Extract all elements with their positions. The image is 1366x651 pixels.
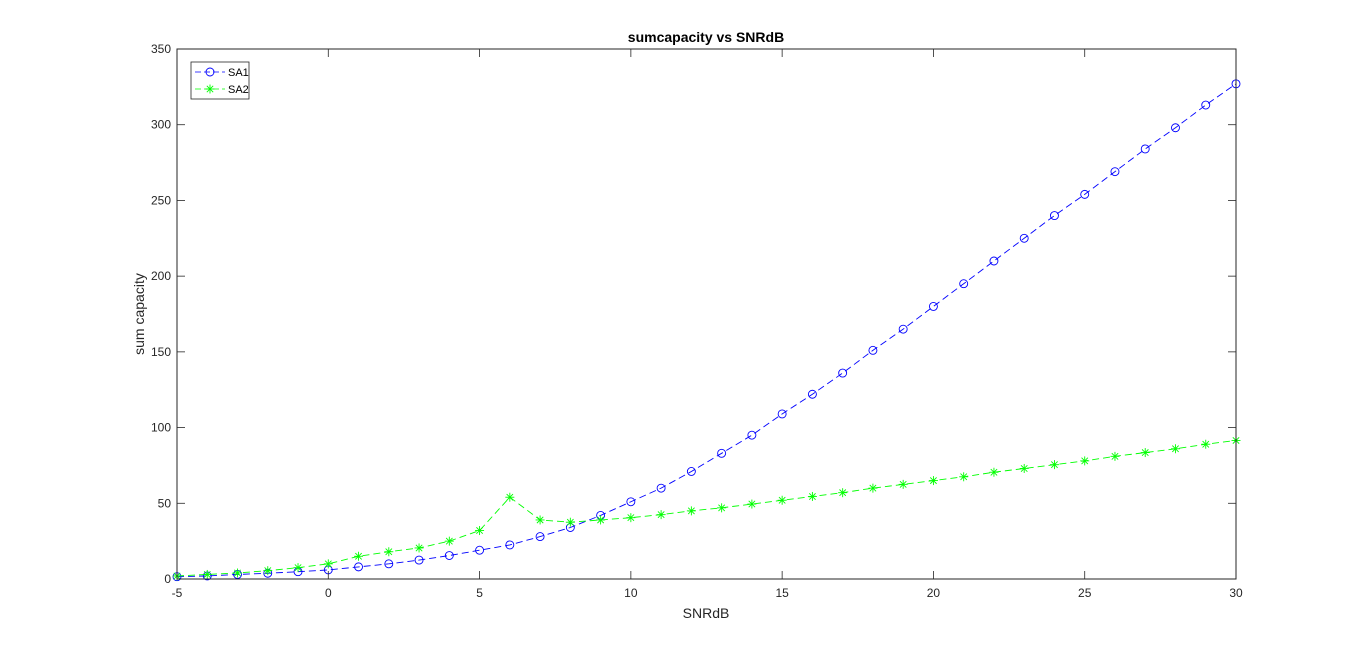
x-tick-label: -5: [172, 586, 183, 600]
series-sa1-point: [384, 559, 394, 569]
legend-sa2-marker: [205, 84, 215, 94]
axes-box: [176, 48, 1237, 580]
plot-area: [177, 49, 1236, 579]
x-tick-label: 20: [927, 586, 941, 600]
series-sa2-point: [263, 566, 273, 576]
series-sa1-point: [656, 483, 666, 493]
series-sa1-point: [898, 324, 908, 334]
series-sa2-point: [596, 515, 606, 525]
series-sa2-point: [626, 513, 636, 523]
series-sa2-point: [959, 472, 969, 482]
legend-sa1-marker: [205, 67, 215, 77]
series-sa2-point: [656, 510, 666, 520]
series-sa2-point: [686, 506, 696, 516]
series-sa2-point: [838, 488, 848, 498]
series-sa1-point: [1140, 144, 1150, 154]
x-tick-label: 25: [1078, 586, 1092, 600]
series-sa2-point: [898, 479, 908, 489]
series-sa1-point: [747, 430, 757, 440]
y-tick-label: 200: [151, 269, 171, 283]
series-sa2-point: [293, 563, 303, 573]
series-sa2-point: [807, 491, 817, 501]
series-sa2-point: [1049, 460, 1059, 470]
series-sa2-point: [323, 559, 333, 569]
series-sa1-point: [1171, 123, 1180, 133]
legend-sa2-label: SA2: [228, 84, 249, 96]
series-sa1-point: [989, 256, 999, 266]
legend: SA1 SA2: [190, 61, 250, 100]
series-sa1-point: [626, 497, 636, 507]
x-tick-label: 10: [624, 586, 638, 600]
series-sa1-point: [1080, 189, 1090, 199]
x-axis-label: SNRdB: [683, 605, 730, 621]
series-sa1-point: [717, 448, 727, 458]
y-tick-label: 300: [151, 118, 171, 132]
series-sa1-point: [777, 409, 787, 419]
y-tick-label: 0: [164, 572, 171, 586]
series-sa2-point: [414, 543, 424, 553]
series-sa1-point: [535, 532, 545, 542]
y-tick-label: 150: [151, 345, 171, 359]
series-sa1-point: [959, 279, 969, 289]
series-sa2-point: [717, 503, 727, 513]
series-sa1-point: [1050, 211, 1059, 221]
series-sa2-point: [1019, 463, 1029, 473]
series-sa1-point: [686, 467, 696, 476]
series-sa2-point: [1110, 451, 1120, 461]
series-sa1-point: [807, 389, 817, 399]
series-sa1-line: [176, 83, 1237, 578]
chart-title: sumcapacity vs SNRdB: [628, 29, 784, 45]
series-sa2-point: [1170, 444, 1180, 454]
series-sa2-point: [565, 517, 575, 527]
series-sa1-point: [928, 301, 938, 311]
series-sa2-point: [535, 515, 545, 525]
series-sa2-point: [444, 536, 454, 546]
y-tick-label: 350: [151, 42, 171, 56]
series-sa2-point: [475, 526, 485, 536]
series-sa1-point: [838, 368, 848, 378]
series-sa1-point: [444, 551, 454, 560]
x-tick-label: 30: [1229, 586, 1243, 600]
series-sa1-point: [868, 345, 878, 355]
series-sa2-point: [202, 569, 212, 579]
series-sa2-line: [176, 439, 1237, 577]
series-layer: [172, 79, 1241, 582]
y-tick-label: 250: [151, 193, 171, 207]
series-sa1-point: [414, 555, 424, 565]
series-sa1-point: [1019, 233, 1029, 243]
series-sa2-point: [777, 495, 787, 505]
series-sa2-point: [868, 483, 878, 493]
series-sa1-point: [1110, 167, 1120, 177]
y-tick-label: 50: [158, 496, 172, 510]
series-sa2-point: [1201, 439, 1211, 449]
legend-sa1-label: SA1: [228, 67, 249, 79]
series-sa1-point: [475, 545, 485, 555]
legend-sa2-asterisk: [205, 84, 215, 94]
series-sa2-point: [384, 547, 394, 557]
legend-box: [190, 61, 250, 100]
x-tick-label: 5: [476, 586, 483, 600]
series-sa1-point: [1201, 100, 1211, 110]
series-sa1-point: [505, 540, 515, 550]
series-sa2-point: [354, 551, 364, 561]
series-sa2-point: [989, 467, 999, 477]
x-tick-label: 15: [775, 586, 789, 600]
series-sa2: [172, 435, 1241, 581]
series-sa2-point: [928, 476, 938, 486]
series-sa2-point: [505, 492, 515, 502]
y-tick-label: 100: [151, 421, 171, 435]
series-sa2-point: [1080, 456, 1090, 466]
x-tick-label: 0: [325, 586, 332, 600]
series-sa1-point: [354, 562, 363, 572]
series-sa2-point: [1140, 448, 1150, 458]
series-sa2-point: [747, 499, 757, 509]
series-sa2-point: [233, 568, 243, 578]
y-axis-label: sum capacity: [131, 273, 147, 355]
